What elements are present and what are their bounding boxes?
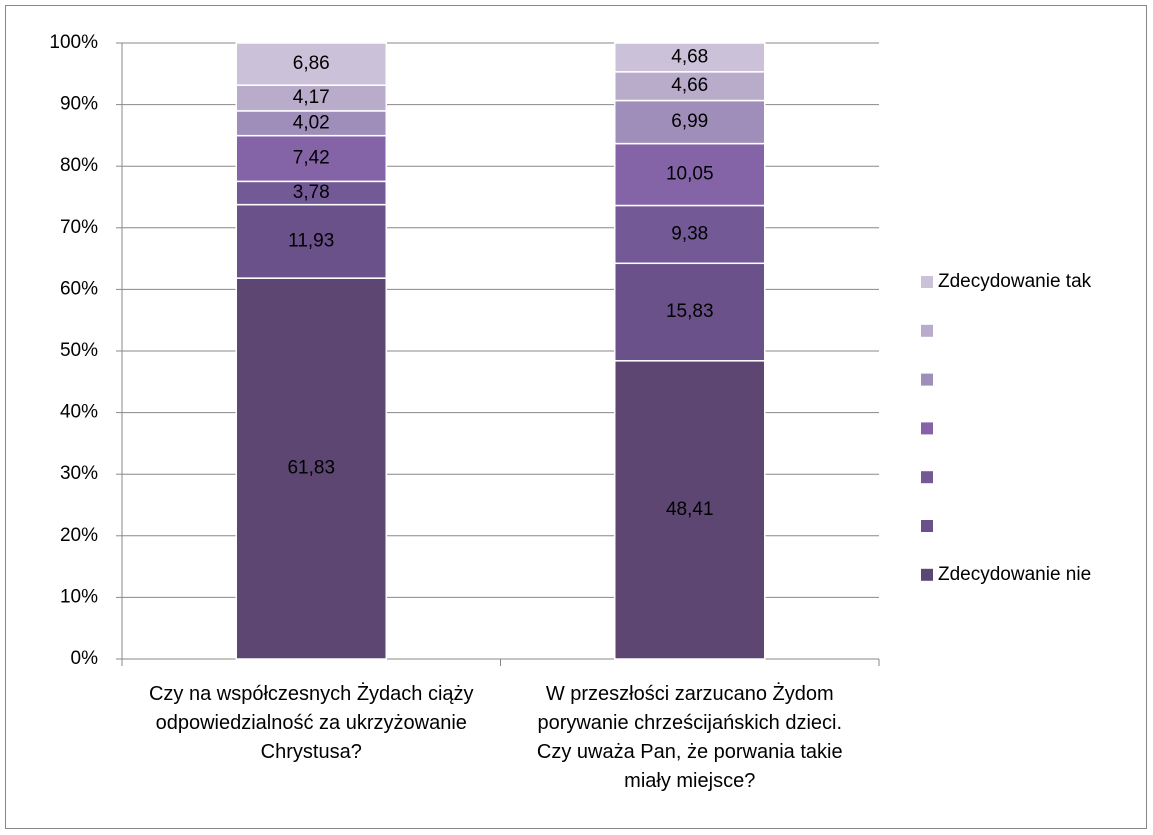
data-label: 6,99 (671, 111, 708, 132)
legend-swatch (921, 422, 933, 435)
legend-swatch (921, 276, 933, 288)
y-tick-label: 60% (60, 278, 98, 299)
legend-swatch (921, 471, 933, 484)
y-tick-label: 0% (71, 648, 99, 669)
data-label: 10,05 (666, 164, 714, 185)
y-tick-label: 100% (49, 32, 98, 53)
data-label: 11,93 (288, 230, 334, 251)
data-label: 4,66 (671, 75, 708, 96)
data-label: 48,41 (666, 499, 714, 520)
y-tick-label: 80% (60, 155, 98, 176)
bar-segment (235, 110, 387, 137)
bar-segment (235, 84, 387, 112)
bar-segment (235, 277, 387, 660)
bar-segment (614, 360, 766, 660)
data-label: 3,78 (293, 182, 330, 203)
y-tick-label: 10% (60, 586, 98, 607)
data-label: 4,02 (293, 112, 330, 133)
data-label: 7,42 (293, 148, 330, 169)
data-label: 4,68 (671, 46, 708, 67)
bar-segment (614, 42, 766, 73)
legend-swatch (921, 520, 933, 532)
bar-segment (614, 99, 766, 145)
y-tick-label: 70% (60, 217, 98, 238)
legend-label: Zdecydowanie nie (938, 564, 1091, 585)
legend-swatch (921, 373, 933, 386)
bar-segment (235, 203, 387, 279)
y-tick-label: 40% (60, 402, 98, 423)
y-tick-label: 90% (60, 94, 98, 115)
bar-segment (235, 42, 387, 86)
data-label: 61,83 (287, 458, 335, 479)
legend-swatch (921, 324, 933, 337)
data-label: 15,83 (666, 301, 714, 322)
data-label: 9,38 (671, 223, 708, 244)
bar-segment (614, 71, 766, 102)
y-tick-label: 50% (60, 340, 98, 361)
legend-swatch (921, 568, 933, 581)
data-label: 4,17 (293, 87, 330, 108)
y-tick-label: 20% (60, 525, 98, 546)
x-tick-label: Czy na współczesnych Żydach ciąży odpowi… (148, 683, 474, 763)
bar-segment (614, 142, 766, 207)
data-label: 6,86 (293, 53, 330, 74)
bar-segment (614, 262, 766, 362)
y-tick-label: 30% (60, 463, 98, 484)
chart-border (5, 5, 1147, 829)
legend-label: Zdecydowanie tak (938, 271, 1092, 292)
bar-segment (614, 204, 766, 265)
x-tick-label: W przeszłości zarzucano Żydom porywanie … (536, 683, 843, 792)
